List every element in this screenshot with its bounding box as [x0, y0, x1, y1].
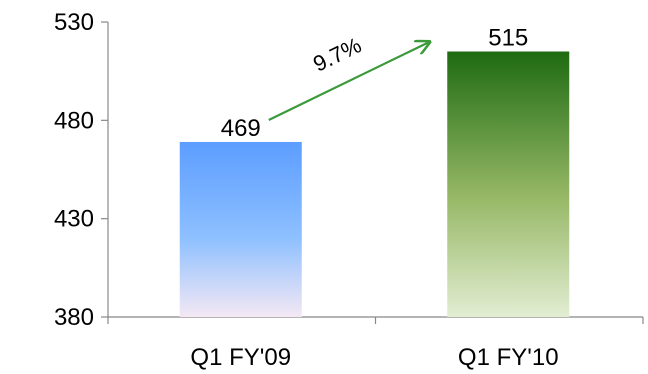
bar [179, 141, 302, 317]
bar [447, 51, 570, 317]
data-labels: 469 515 [221, 25, 529, 142]
growth-arrow [268, 43, 429, 121]
y-axis: 380 430 480 530 [54, 9, 109, 331]
y-tick-label: 480 [54, 107, 94, 134]
growth-percentage-label: 9.7% [309, 32, 365, 76]
growth-annotation: 9.7% [268, 32, 429, 121]
bars [179, 51, 570, 317]
y-tick-label: 430 [54, 206, 94, 233]
bar-value-label: 515 [488, 25, 528, 52]
bar-value-label: 469 [221, 115, 261, 142]
y-tick-label: 380 [54, 304, 94, 331]
x-tick-label: Q1 FY'09 [190, 344, 291, 371]
y-tick-label: 530 [54, 9, 94, 36]
x-tick-label: Q1 FY'10 [458, 344, 559, 371]
x-axis: Q1 FY'09 Q1 FY'10 [107, 316, 644, 371]
